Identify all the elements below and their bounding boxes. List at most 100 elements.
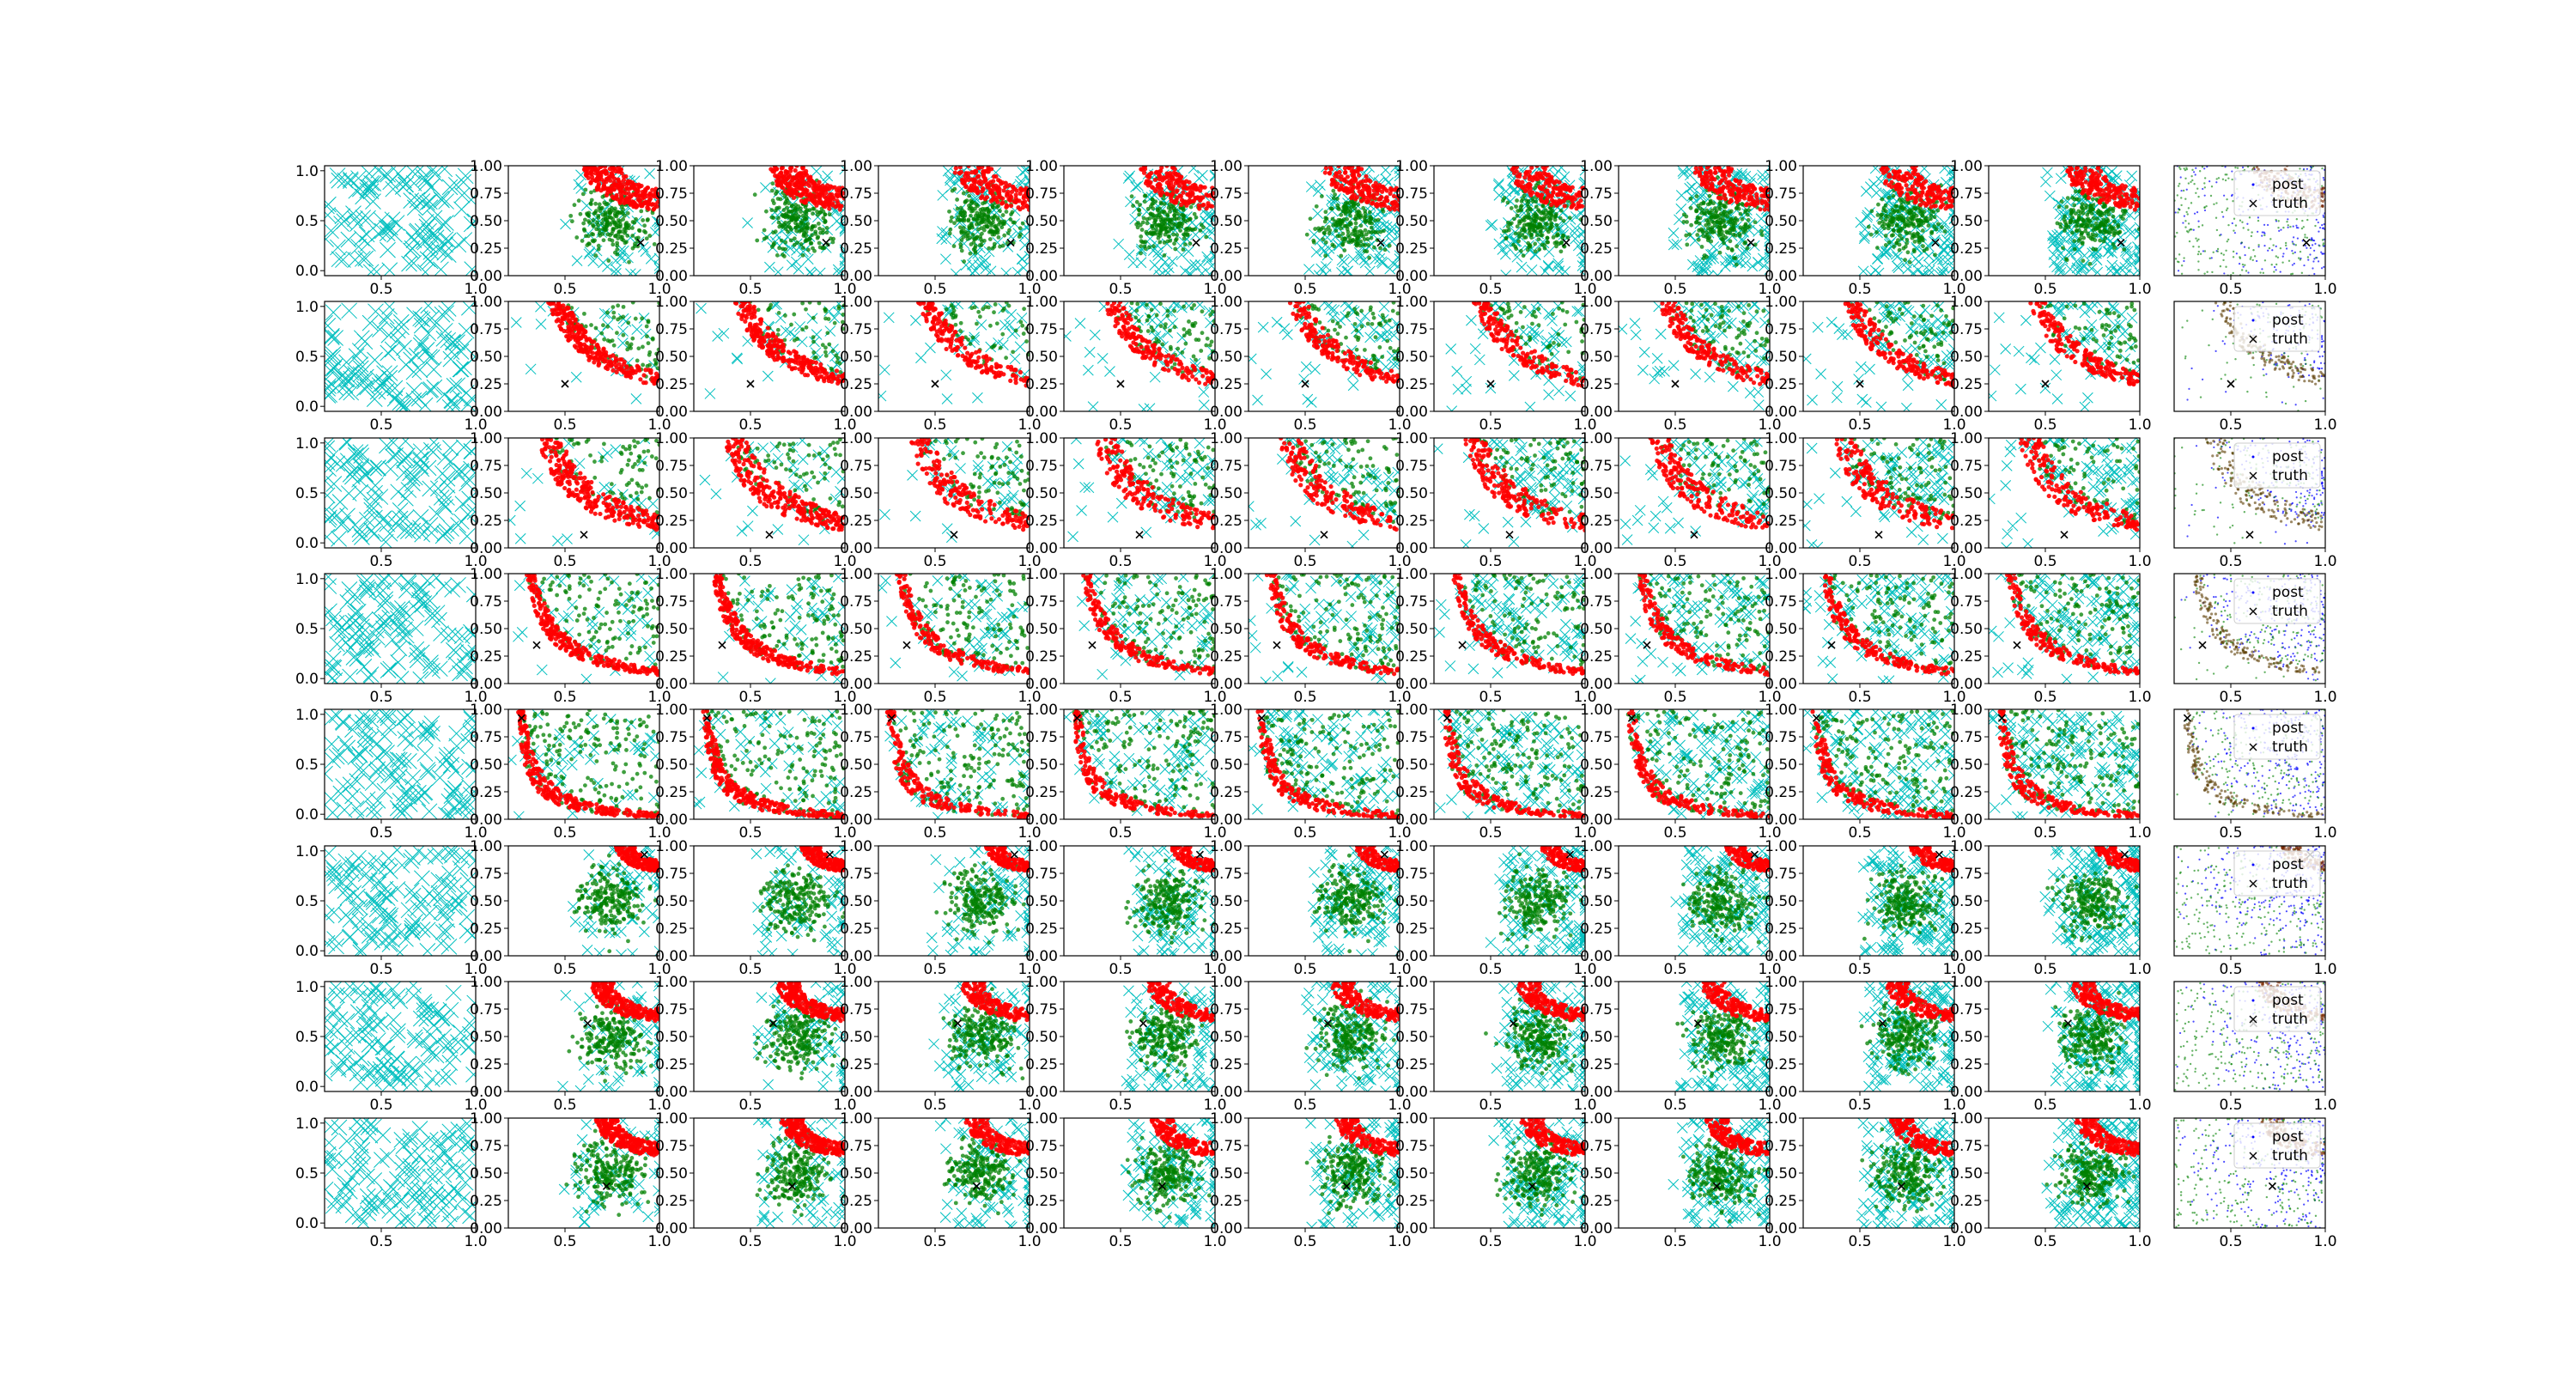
accepted-point (2111, 241, 2116, 246)
band-point (1754, 192, 1759, 198)
accepted-point (1324, 216, 1329, 222)
band-point (982, 197, 988, 202)
accepted-point (1363, 209, 1368, 213)
accepted-point (1554, 222, 1559, 228)
band-point (980, 185, 986, 191)
accepted-point (948, 227, 953, 232)
y-tick-label: 0.75 (470, 185, 502, 203)
band-point (1195, 195, 1200, 201)
band-point (1912, 167, 1918, 173)
sample-marker (390, 166, 407, 182)
band-point (822, 200, 827, 205)
band-point (1712, 166, 1718, 171)
accepted-point (1152, 220, 1157, 225)
accepted-point (596, 213, 600, 218)
y-tick-label: 0.00 (1395, 268, 1428, 285)
sample-marker (1318, 245, 1330, 257)
accepted-point (970, 232, 975, 237)
band-point (1523, 184, 1528, 189)
sample-marker (1206, 260, 1215, 272)
accepted-point (959, 248, 964, 253)
band-point (1172, 167, 1177, 172)
accepted-point (827, 212, 832, 216)
band-point (586, 175, 591, 180)
accepted-point (813, 232, 818, 236)
accepted-point (642, 223, 647, 228)
plot-area (1855, 166, 1954, 276)
accepted-point (1161, 223, 1166, 228)
accepted-point (1163, 227, 1167, 232)
sample-marker (362, 179, 380, 196)
accepted-point (805, 247, 811, 252)
accepted-point (1519, 198, 1524, 204)
accepted-point (2112, 219, 2117, 224)
accepted-point (1367, 210, 1372, 215)
accepted-point (1558, 216, 1563, 221)
accepted-point (1912, 240, 1917, 244)
y-tick-label: 0.25 (655, 240, 688, 258)
band-point (592, 166, 597, 169)
band-point (1336, 166, 1341, 168)
sample-marker (1370, 253, 1381, 265)
sample-marker (610, 255, 622, 266)
accepted-point (1929, 213, 1934, 218)
band-point (598, 188, 604, 193)
band-point (1360, 192, 1365, 198)
sample-marker (463, 192, 476, 209)
sample-marker (464, 261, 476, 276)
accepted-point (1723, 204, 1728, 210)
y-tick-label: 0.00 (1580, 268, 1613, 285)
accepted-point (781, 214, 786, 219)
sample-marker (1753, 257, 1764, 269)
sample-marker (1542, 259, 1554, 271)
accepted-point (1549, 222, 1553, 228)
band-point (1759, 198, 1765, 204)
accepted-point (971, 216, 976, 222)
band-point (1329, 182, 1334, 187)
band-point (604, 179, 609, 185)
accepted-point (1170, 226, 1176, 231)
accepted-point (963, 200, 968, 204)
accepted-point (619, 237, 624, 242)
band-point (805, 173, 810, 178)
accepted-point (1719, 236, 1724, 241)
accepted-point (977, 243, 982, 247)
accepted-point (1343, 201, 1348, 206)
accepted-point (1008, 217, 1013, 222)
sample-marker (610, 268, 622, 276)
accepted-point (1526, 204, 1531, 210)
band-point (1699, 182, 1704, 187)
accepted-point (1555, 232, 1560, 237)
band-point (837, 192, 843, 198)
sample-marker (434, 192, 450, 209)
sample-marker (455, 173, 472, 191)
band-point (1342, 166, 1348, 171)
band-point (811, 180, 817, 185)
x-tick-label: 0.5 (1109, 281, 1132, 298)
accepted-point (1517, 221, 1522, 226)
sample-marker (1209, 171, 1215, 182)
band-point (1891, 168, 1896, 174)
accepted-point (1731, 232, 1736, 237)
accepted-point (2061, 246, 2065, 251)
accepted-point (1363, 228, 1368, 233)
accepted-point (1711, 220, 1716, 225)
sample-marker (1336, 254, 1348, 266)
band-point (1698, 167, 1704, 172)
band-point (1210, 185, 1215, 191)
band-point (1893, 174, 1898, 180)
accepted-point (1561, 218, 1566, 223)
band-point (1323, 166, 1328, 171)
accepted-point (1002, 219, 1007, 224)
x-tick-label: 1.0 (1203, 281, 1226, 298)
band-point (2132, 207, 2137, 212)
band-point (623, 173, 629, 179)
accepted-point (2105, 218, 2111, 223)
band-point (654, 204, 659, 209)
accepted-point (592, 211, 597, 216)
band-point (1570, 198, 1575, 204)
accepted-point (1162, 209, 1166, 214)
accepted-point (1502, 228, 1506, 234)
sample-marker (1394, 250, 1400, 261)
sample-marker (811, 166, 823, 177)
